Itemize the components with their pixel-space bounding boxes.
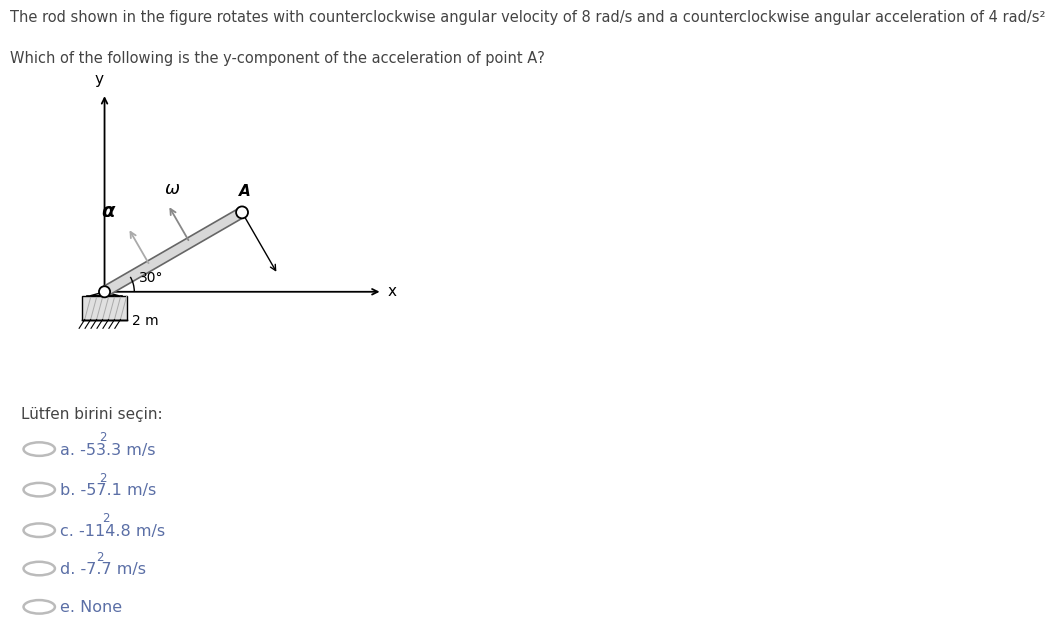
Text: x: x	[388, 284, 397, 299]
Circle shape	[24, 443, 54, 456]
Text: ω: ω	[164, 180, 180, 198]
Text: 30°: 30°	[139, 272, 163, 285]
Text: A: A	[240, 184, 251, 199]
Text: The rod shown in the figure rotates with counterclockwise angular velocity of 8 : The rod shown in the figure rotates with…	[10, 9, 1046, 24]
Circle shape	[24, 523, 54, 537]
Text: 2: 2	[96, 551, 104, 564]
Text: y: y	[94, 72, 104, 87]
Text: 2: 2	[103, 513, 110, 525]
Bar	[83, 295, 127, 319]
Text: α: α	[101, 202, 115, 222]
Text: b. -57.1 m/s: b. -57.1 m/s	[61, 483, 157, 498]
Circle shape	[99, 286, 110, 297]
Text: Lütfen birini seçin:: Lütfen birini seçin:	[21, 408, 162, 423]
Circle shape	[24, 483, 54, 496]
Polygon shape	[90, 292, 119, 295]
Text: 2: 2	[99, 472, 107, 485]
Circle shape	[24, 562, 54, 575]
Circle shape	[24, 600, 54, 613]
Polygon shape	[101, 208, 245, 296]
Text: 2: 2	[99, 431, 107, 444]
Text: e. None: e. None	[61, 600, 122, 615]
Text: d. -7.7 m/s: d. -7.7 m/s	[61, 562, 146, 577]
Text: 2 m: 2 m	[133, 314, 159, 328]
Circle shape	[236, 207, 248, 218]
Text: c. -114.8 m/s: c. -114.8 m/s	[61, 524, 165, 539]
Text: a. -53.3 m/s: a. -53.3 m/s	[61, 443, 156, 458]
Text: Which of the following is the y-component of the acceleration of point A?: Which of the following is the y-componen…	[10, 51, 545, 66]
